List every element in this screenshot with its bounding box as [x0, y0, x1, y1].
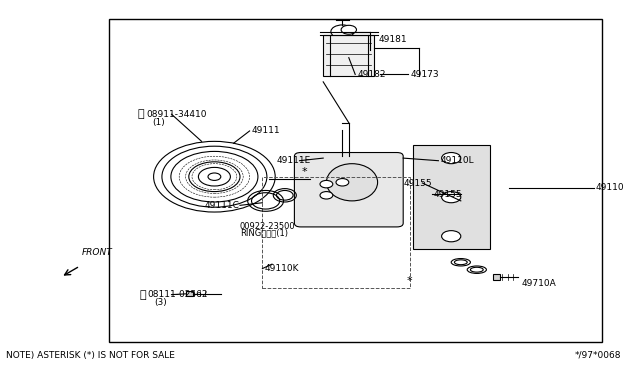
Text: 49181: 49181: [379, 35, 408, 44]
Text: *: *: [301, 167, 307, 177]
Circle shape: [320, 180, 333, 188]
Text: NOTE) ASTERISK (*) IS NOT FOR SALE: NOTE) ASTERISK (*) IS NOT FOR SALE: [6, 351, 175, 360]
Text: ⓝ: ⓝ: [138, 109, 144, 119]
Text: 49111: 49111: [252, 126, 280, 135]
Ellipse shape: [451, 259, 470, 266]
Circle shape: [442, 153, 461, 164]
Circle shape: [331, 25, 354, 38]
Text: 49710A: 49710A: [522, 279, 556, 288]
Bar: [323, 35, 374, 76]
Text: 00922-23500: 00922-23500: [240, 222, 296, 231]
Circle shape: [442, 231, 461, 242]
Text: 49173: 49173: [410, 70, 439, 79]
Ellipse shape: [467, 266, 486, 273]
Text: *: *: [407, 276, 412, 286]
Text: FRONT: FRONT: [82, 248, 113, 257]
Bar: [413, 145, 490, 249]
Text: 49110K: 49110K: [264, 264, 299, 273]
Circle shape: [336, 179, 349, 186]
Text: 08911-34410: 08911-34410: [146, 110, 207, 119]
Circle shape: [341, 25, 356, 34]
Bar: [109, 19, 602, 342]
Text: (3): (3): [154, 298, 167, 307]
Text: 49155: 49155: [434, 190, 463, 199]
Bar: [186, 291, 193, 296]
Circle shape: [442, 192, 461, 203]
Text: */97*0068: */97*0068: [574, 351, 621, 360]
Text: 08111-02562: 08111-02562: [148, 290, 209, 299]
Text: 49111E: 49111E: [276, 156, 311, 165]
Text: 49110: 49110: [596, 183, 625, 192]
Circle shape: [320, 192, 333, 199]
Circle shape: [208, 173, 221, 180]
Text: 49155: 49155: [403, 179, 432, 187]
Ellipse shape: [326, 164, 378, 201]
Ellipse shape: [470, 267, 483, 272]
Text: (1): (1): [152, 118, 165, 126]
Ellipse shape: [454, 260, 467, 265]
Text: 49110L: 49110L: [440, 156, 474, 165]
FancyBboxPatch shape: [294, 153, 403, 227]
Bar: [262, 177, 410, 288]
Text: Ⓑ: Ⓑ: [140, 290, 146, 299]
Text: 49182: 49182: [357, 70, 386, 79]
Text: 49111C: 49111C: [205, 201, 239, 210]
Text: RINGリング(1): RINGリング(1): [240, 228, 288, 237]
Bar: [493, 274, 500, 280]
